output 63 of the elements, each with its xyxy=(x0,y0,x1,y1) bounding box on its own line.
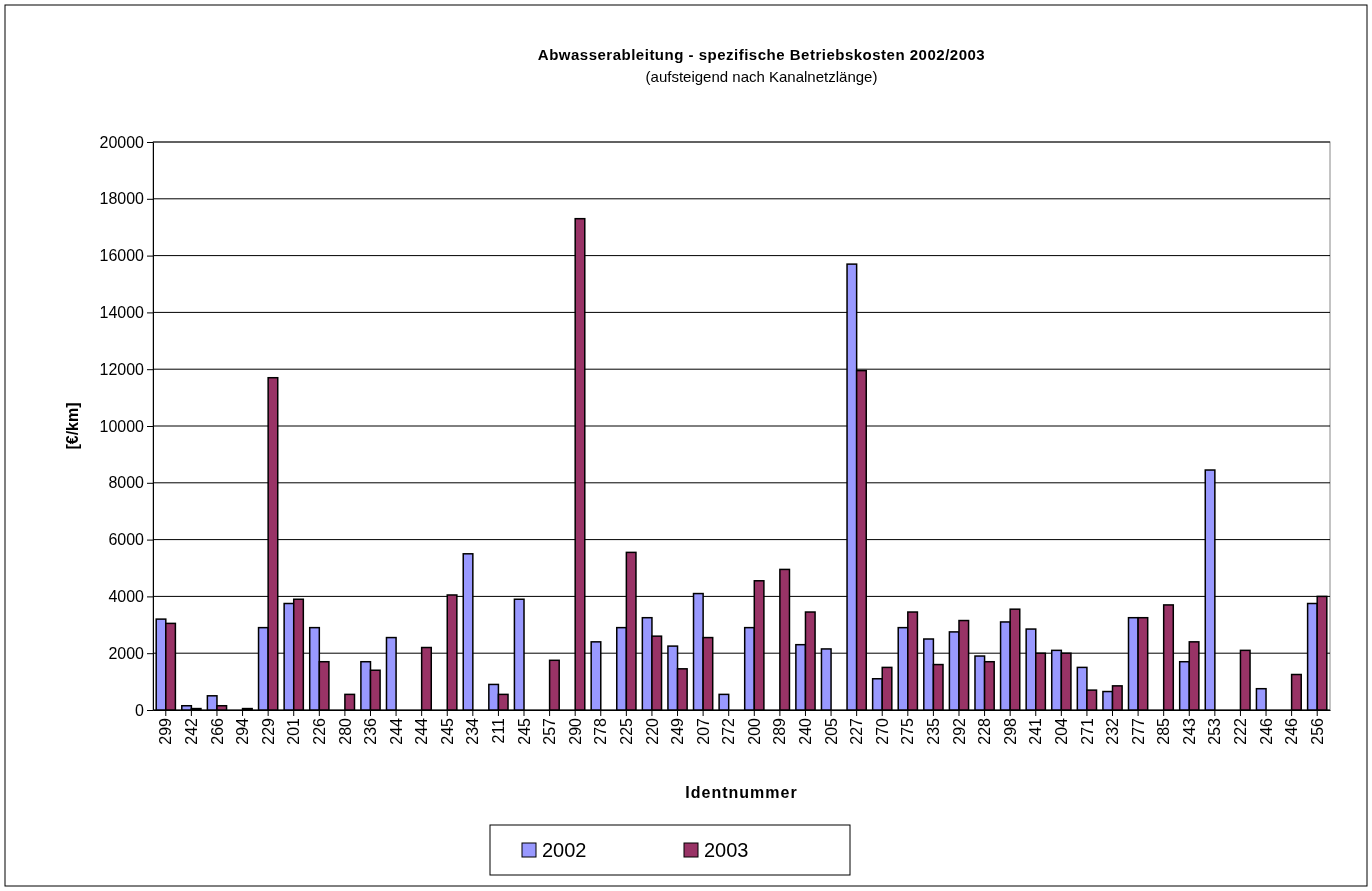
x-tick-label: 280 xyxy=(336,717,354,745)
y-tick-label: 20000 xyxy=(99,133,145,151)
y-tick-label: 0 xyxy=(135,701,145,719)
x-tick-label: 275 xyxy=(899,717,917,745)
y-tick-label: 14000 xyxy=(99,304,145,322)
x-tick-label: 240 xyxy=(797,717,815,745)
x-tick-label: 205 xyxy=(822,717,840,745)
x-tick-label: 278 xyxy=(592,717,610,745)
x-tick-label: 226 xyxy=(310,717,328,745)
x-tick-label: 229 xyxy=(259,717,277,745)
x-tick-label: 235 xyxy=(925,717,942,745)
x-tick-label: 241 xyxy=(1027,717,1045,745)
x-tick-label: 244 xyxy=(413,717,431,745)
x-tick-label: 242 xyxy=(182,717,200,745)
x-tick-label: 204 xyxy=(1052,717,1070,745)
y-tick-label: 6000 xyxy=(108,531,145,549)
x-tick-label: 271 xyxy=(1078,717,1096,745)
y-tick-label: 10000 xyxy=(99,417,145,435)
legend-label: 2002 xyxy=(542,839,587,861)
x-tick-label: 245 xyxy=(438,717,456,745)
x-tick-label: 285 xyxy=(1155,717,1173,745)
x-tick-label: 266 xyxy=(208,717,226,745)
x-tick-label: 277 xyxy=(1129,717,1147,745)
x-tick-label: 294 xyxy=(234,717,252,745)
x-tick-label: 256 xyxy=(1308,717,1326,745)
x-tick-label: 249 xyxy=(669,717,687,745)
x-tick-label: 225 xyxy=(617,717,635,745)
x-tick-label: 270 xyxy=(873,717,891,745)
x-tick-label: 298 xyxy=(1001,717,1019,745)
x-tick-label: 222 xyxy=(1232,717,1250,745)
legend-label: 2003 xyxy=(704,839,749,861)
x-tick-label: 244 xyxy=(387,717,405,745)
y-tick-label: 12000 xyxy=(99,360,145,378)
x-tick-label: 227 xyxy=(848,717,866,745)
chart-subtitle: (aufsteigend nach Kanalnetzlänge) xyxy=(645,68,878,85)
y-tick-label: 18000 xyxy=(99,190,145,208)
y-axis-title: [€/km] xyxy=(64,402,81,450)
x-tick-label: 246 xyxy=(1257,717,1275,745)
chart-title: Abwasserableitung - spezifische Betriebskosten 2002/2003 xyxy=(537,46,986,63)
x-tick-label: 272 xyxy=(720,717,738,745)
x-tick-label: 253 xyxy=(1206,717,1224,745)
x-tick-label: 200 xyxy=(745,717,763,745)
x-tick-label: 228 xyxy=(976,717,994,745)
x-tick-label: 289 xyxy=(771,717,789,745)
x-tick-label: 211 xyxy=(490,717,508,744)
y-tick-label: 4000 xyxy=(108,588,145,606)
x-tick-label: 292 xyxy=(950,717,968,745)
y-tick-label: 16000 xyxy=(99,247,145,265)
x-tick-label: 243 xyxy=(1180,717,1198,745)
x-tick-label: 201 xyxy=(285,717,303,745)
x-tick-label: 220 xyxy=(643,717,661,745)
y-tick-label: 8000 xyxy=(108,474,145,492)
x-tick-label: 257 xyxy=(541,717,559,745)
x-tick-label: 232 xyxy=(1104,717,1122,745)
x-axis-title: Identnummer xyxy=(685,784,798,801)
x-tick-label: 207 xyxy=(694,717,712,745)
x-tick-label: 299 xyxy=(157,717,175,745)
x-tick-label: 236 xyxy=(362,717,380,745)
x-tick-label: 234 xyxy=(464,717,482,745)
x-tick-label: 245 xyxy=(515,717,533,745)
y-tick-label: 2000 xyxy=(108,644,145,662)
x-tick-label: 290 xyxy=(566,717,584,745)
x-tick-label: 246 xyxy=(1283,717,1301,745)
